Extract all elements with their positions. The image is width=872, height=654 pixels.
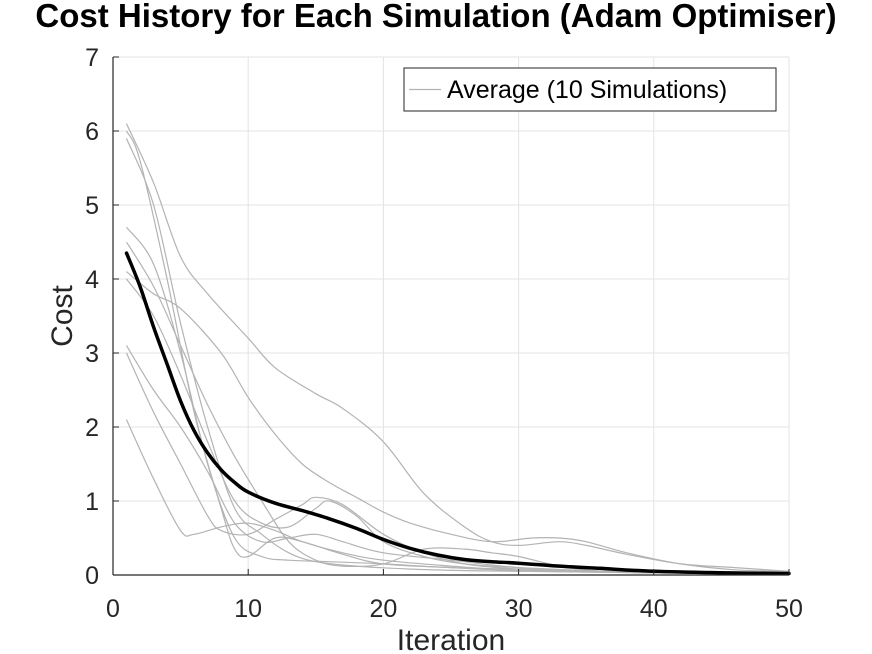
x-tick-label-3: 30	[505, 595, 533, 623]
y-tick-label-0: 0	[85, 562, 99, 590]
simulation-line-1	[125, 123, 790, 572]
average-line-group	[124, 251, 791, 576]
legend-entry: Average (10 Simulations)	[447, 76, 727, 104]
plot-area	[113, 57, 789, 575]
simulation-lines	[125, 123, 790, 575]
y-tick-label-1: 1	[85, 488, 99, 516]
y-tick-label-3: 3	[85, 340, 99, 368]
y-tick-label-5: 5	[85, 192, 99, 220]
x-tick-label-5: 50	[775, 595, 803, 623]
x-tick-label-0: 0	[106, 595, 120, 623]
x-tick-label-2: 20	[369, 595, 397, 623]
x-tick-label-4: 40	[640, 595, 668, 623]
legend: Average (10 Simulations)	[403, 67, 777, 112]
chart-title: Cost History for Each Simulation (Adam O…	[35, 0, 836, 34]
simulation-line-4	[126, 271, 790, 572]
x-tick-label-1: 10	[234, 595, 262, 623]
y-tick-label-6: 6	[85, 118, 99, 146]
y-tick-label-4: 4	[85, 266, 99, 294]
legend-box	[403, 67, 777, 112]
tick-labels: 0 10 20 30 40 50 0 1 2 3 4 5 6 7	[85, 44, 803, 623]
simulation-line-9	[125, 130, 790, 575]
simulation-line-7	[125, 352, 790, 575]
axes	[112, 56, 790, 576]
y-tick-label-7: 7	[85, 44, 99, 72]
simulation-line-10	[125, 241, 790, 575]
x-axis-label: Iteration	[397, 624, 505, 654]
simulation-line-5	[126, 278, 790, 575]
y-axis-label: Cost	[46, 284, 79, 346]
y-tick-label-2: 2	[85, 414, 99, 442]
average-line	[124, 251, 791, 576]
